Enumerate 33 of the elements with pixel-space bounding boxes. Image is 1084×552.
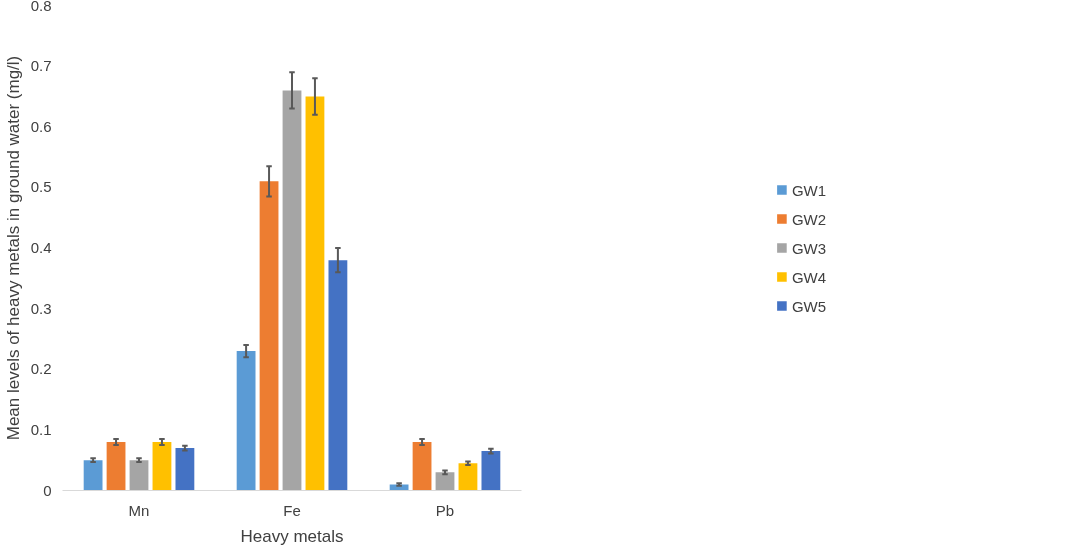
x-tick-label: Pb bbox=[435, 501, 455, 519]
y-tick-label: 0.5 bbox=[30, 178, 52, 196]
y-tick-label: 0.1 bbox=[30, 420, 52, 438]
bar bbox=[106, 442, 126, 491]
bar bbox=[435, 472, 455, 491]
bar bbox=[152, 442, 172, 491]
bar bbox=[236, 351, 256, 491]
y-tick-label: 0.4 bbox=[30, 239, 52, 256]
y-tick-label: 0.2 bbox=[30, 360, 52, 378]
bar bbox=[129, 460, 149, 491]
y-tick-label: 0.7 bbox=[30, 57, 52, 75]
bar bbox=[458, 463, 478, 491]
bar bbox=[328, 260, 348, 491]
bar bbox=[83, 460, 103, 491]
legend-label: GW1 bbox=[791, 181, 827, 198]
legend-label: GW5 bbox=[791, 297, 827, 314]
y-axis-title: Mean levels of heavy metals in ground water (mg/l) bbox=[3, 55, 23, 441]
bar bbox=[412, 442, 432, 491]
y-tick-label: 0 bbox=[43, 481, 52, 499]
legend-label: GW2 bbox=[791, 210, 827, 227]
y-tick-label: 0.8 bbox=[30, 0, 52, 14]
legend-label: GW4 bbox=[791, 268, 827, 285]
bar bbox=[282, 90, 302, 491]
bar bbox=[175, 448, 195, 491]
bar bbox=[481, 451, 501, 491]
x-axis-title: Heavy metals bbox=[240, 526, 344, 546]
y-tick-label: 0.6 bbox=[30, 117, 52, 135]
x-tick-label: Fe bbox=[283, 501, 301, 519]
bar bbox=[305, 96, 325, 491]
y-tick-label: 0.3 bbox=[30, 299, 52, 317]
legend-label: GW3 bbox=[791, 239, 827, 256]
x-tick-label: Mn bbox=[128, 501, 150, 519]
bar bbox=[259, 181, 279, 491]
